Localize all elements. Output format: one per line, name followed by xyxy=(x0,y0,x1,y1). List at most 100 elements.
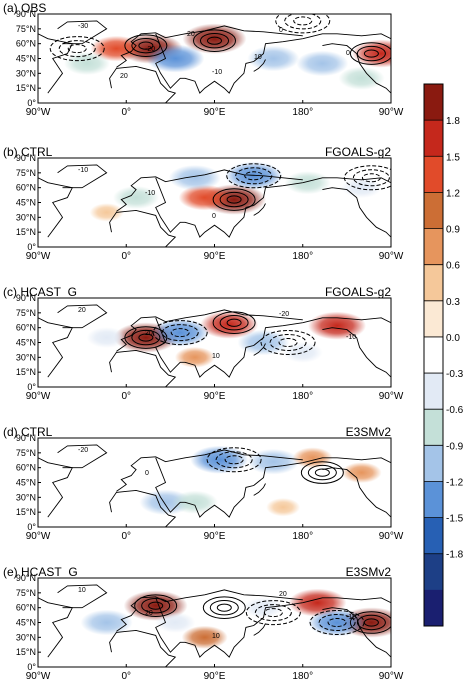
x-tick-label: 90°W xyxy=(26,671,51,682)
y-tick-label: 90°N xyxy=(16,9,36,19)
positive-contour xyxy=(349,611,391,634)
positive-contour xyxy=(212,311,256,335)
y-tick-label: 45°N xyxy=(16,198,36,208)
anomaly-patch xyxy=(266,498,301,517)
coastline xyxy=(253,623,266,636)
contour-label: 0 xyxy=(145,470,149,477)
positive-contour xyxy=(356,614,386,631)
coastline xyxy=(322,467,391,518)
x-tick-label: 90°E xyxy=(204,107,226,118)
negative-contour xyxy=(215,451,253,469)
x-tick-label: 90°E xyxy=(204,531,226,542)
contour-label: 10 xyxy=(78,587,86,594)
coastline xyxy=(57,584,108,609)
colorbar-label: 1.8 xyxy=(446,116,460,127)
x-tick-label: 90°W xyxy=(379,251,404,262)
coastline xyxy=(155,457,303,518)
colorbar-label: 0.9 xyxy=(446,225,460,236)
anomaly-patch xyxy=(308,608,367,637)
y-tick-label: 90°N xyxy=(16,153,36,163)
negative-contour xyxy=(343,165,391,191)
anomaly-patch xyxy=(174,346,215,368)
contour-label: -10 xyxy=(145,190,155,197)
y-tick-label: 60°N xyxy=(16,603,36,613)
coastline xyxy=(109,489,177,527)
negative-contour xyxy=(260,330,316,355)
positive-contour xyxy=(202,596,246,619)
anomaly-patch xyxy=(341,462,382,484)
colorbar-label: 0.0 xyxy=(446,333,460,344)
anomaly-patch xyxy=(224,161,283,190)
panel-field: 10 20 10 20 -10 xyxy=(38,584,391,667)
negative-contour xyxy=(275,14,331,34)
x-tick-label: 0° xyxy=(121,531,131,542)
y-tick-label: 90°N xyxy=(16,433,36,443)
colorbar-swatch xyxy=(424,228,443,266)
colorbar-label: 1.5 xyxy=(446,152,460,163)
x-tick-label: 90°E xyxy=(204,391,226,402)
anomaly-patch xyxy=(181,625,228,649)
negative-contour xyxy=(58,40,96,58)
coastline xyxy=(253,483,266,496)
y-tick-label: 45°N xyxy=(16,54,36,64)
y-tick-label: 0° xyxy=(27,522,36,532)
x-tick-label: 90°W xyxy=(379,531,404,542)
y-tick-label: 0° xyxy=(27,242,36,252)
positive-contour xyxy=(207,36,222,45)
x-tick-label: 90°W xyxy=(379,107,404,118)
colorbar-label: 0.6 xyxy=(446,261,460,272)
y-tick-label: 30°N xyxy=(16,68,36,78)
panel: -20 0 (d) CTRL E3SMv2 90°N 75°N 60°N 45°N 30°N 15… xyxy=(3,425,404,542)
contour-label: 20 xyxy=(145,330,153,337)
y-tick-label: 15°N xyxy=(16,367,36,377)
x-tick-label: 180° xyxy=(292,391,313,402)
y-tick-label: 60°N xyxy=(16,183,36,193)
coastline xyxy=(302,177,391,184)
coastline xyxy=(116,449,303,492)
coastline xyxy=(38,317,73,378)
contour-label: -10 xyxy=(346,334,356,341)
coastline xyxy=(322,327,391,378)
colorbar-frame xyxy=(423,83,444,627)
positive-contour xyxy=(209,599,239,616)
panel-field: -20 0 xyxy=(38,444,391,527)
negative-contour xyxy=(327,618,347,627)
contour-label: -10 xyxy=(78,167,88,174)
negative-contour xyxy=(293,16,313,26)
anomaly-patch xyxy=(86,327,127,348)
contour-label: 20 xyxy=(120,73,128,80)
colorbar-swatch xyxy=(424,264,443,302)
panel: 10 20 10 20 -10 (e) HCAST_G E3SMv2 90°N 75°N 60°N… xyxy=(3,565,404,682)
coastline xyxy=(109,65,177,103)
y-tick-label: 0° xyxy=(27,382,36,392)
positive-contour xyxy=(138,41,154,50)
panel: -10 -10 0 (b) CTRL FGOALS-g2 90°N 75°N 60°N 45°N… xyxy=(3,145,404,262)
negative-contour xyxy=(254,604,292,622)
coastline xyxy=(38,33,73,94)
anomaly-patch xyxy=(296,50,349,77)
y-tick-label: 75°N xyxy=(16,588,36,598)
positive-contour xyxy=(349,42,391,65)
model-name: FGOALS-g2 xyxy=(325,145,391,159)
coastline xyxy=(109,209,177,247)
contour-label: 0 xyxy=(346,50,350,57)
negative-contour xyxy=(152,320,208,346)
positive-contour xyxy=(148,601,164,610)
colorbar-label: -1.8 xyxy=(446,550,464,561)
y-tick-label: 0° xyxy=(27,662,36,672)
x-tick-label: 90°E xyxy=(204,251,226,262)
positive-contour xyxy=(193,29,236,53)
negative-contour xyxy=(318,614,356,631)
negative-contour xyxy=(352,169,390,187)
positive-contour xyxy=(200,33,229,49)
negative-contour xyxy=(224,455,244,465)
positive-contour xyxy=(363,618,379,627)
anomaly-patch xyxy=(243,597,284,619)
colorbar-label: -1.2 xyxy=(446,477,464,488)
x-tick-label: 180° xyxy=(292,531,313,542)
panel-label: (b) CTRL xyxy=(3,145,53,159)
x-tick-label: 0° xyxy=(121,251,131,262)
coastline xyxy=(302,597,391,604)
